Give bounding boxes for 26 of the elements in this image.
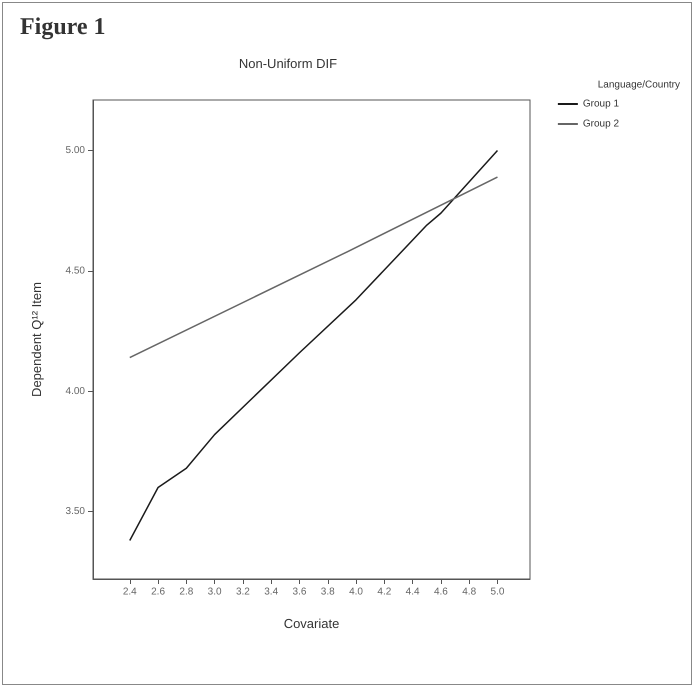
x-tick-label: 3.2 (236, 586, 250, 598)
y-axis-title: Dependent Q¹² Item (29, 282, 44, 397)
x-tick-label: 5.0 (490, 586, 505, 598)
x-tick-label: 3.4 (264, 586, 279, 598)
x-tick-label: 4.6 (434, 586, 448, 598)
x-tick-label: 4.2 (377, 586, 392, 598)
chart-subtitle: Non-Uniform DIF (238, 56, 338, 71)
x-tick-label: 4.0 (349, 586, 364, 598)
x-tick-label: 3.0 (208, 586, 222, 598)
x-tick-label: 2.4 (122, 586, 138, 598)
x-tick-label: 4.4 (406, 586, 420, 598)
y-tick-label: 4.50 (66, 265, 86, 276)
y-tick-label: 4.00 (66, 386, 86, 397)
chart-title: Figure 1 (20, 14, 106, 41)
legend-label: Group 1 (582, 98, 620, 110)
x-tick-label: 2.8 (179, 586, 194, 598)
x-tick-label: 3.6 (292, 586, 307, 598)
line-series (129, 150, 498, 542)
x-tick-label: 4.8 (462, 586, 477, 598)
legend-label: Group 2 (582, 118, 620, 130)
y-tick-label: 3.50 (66, 506, 86, 518)
legend-title: Language/Country (598, 80, 680, 90)
y-tick-label: 5.00 (66, 145, 86, 156)
x-tick-label: 3.8 (320, 586, 336, 598)
x-tick-label: 2.6 (151, 586, 166, 598)
x-axis-title: Covariate (284, 616, 340, 631)
